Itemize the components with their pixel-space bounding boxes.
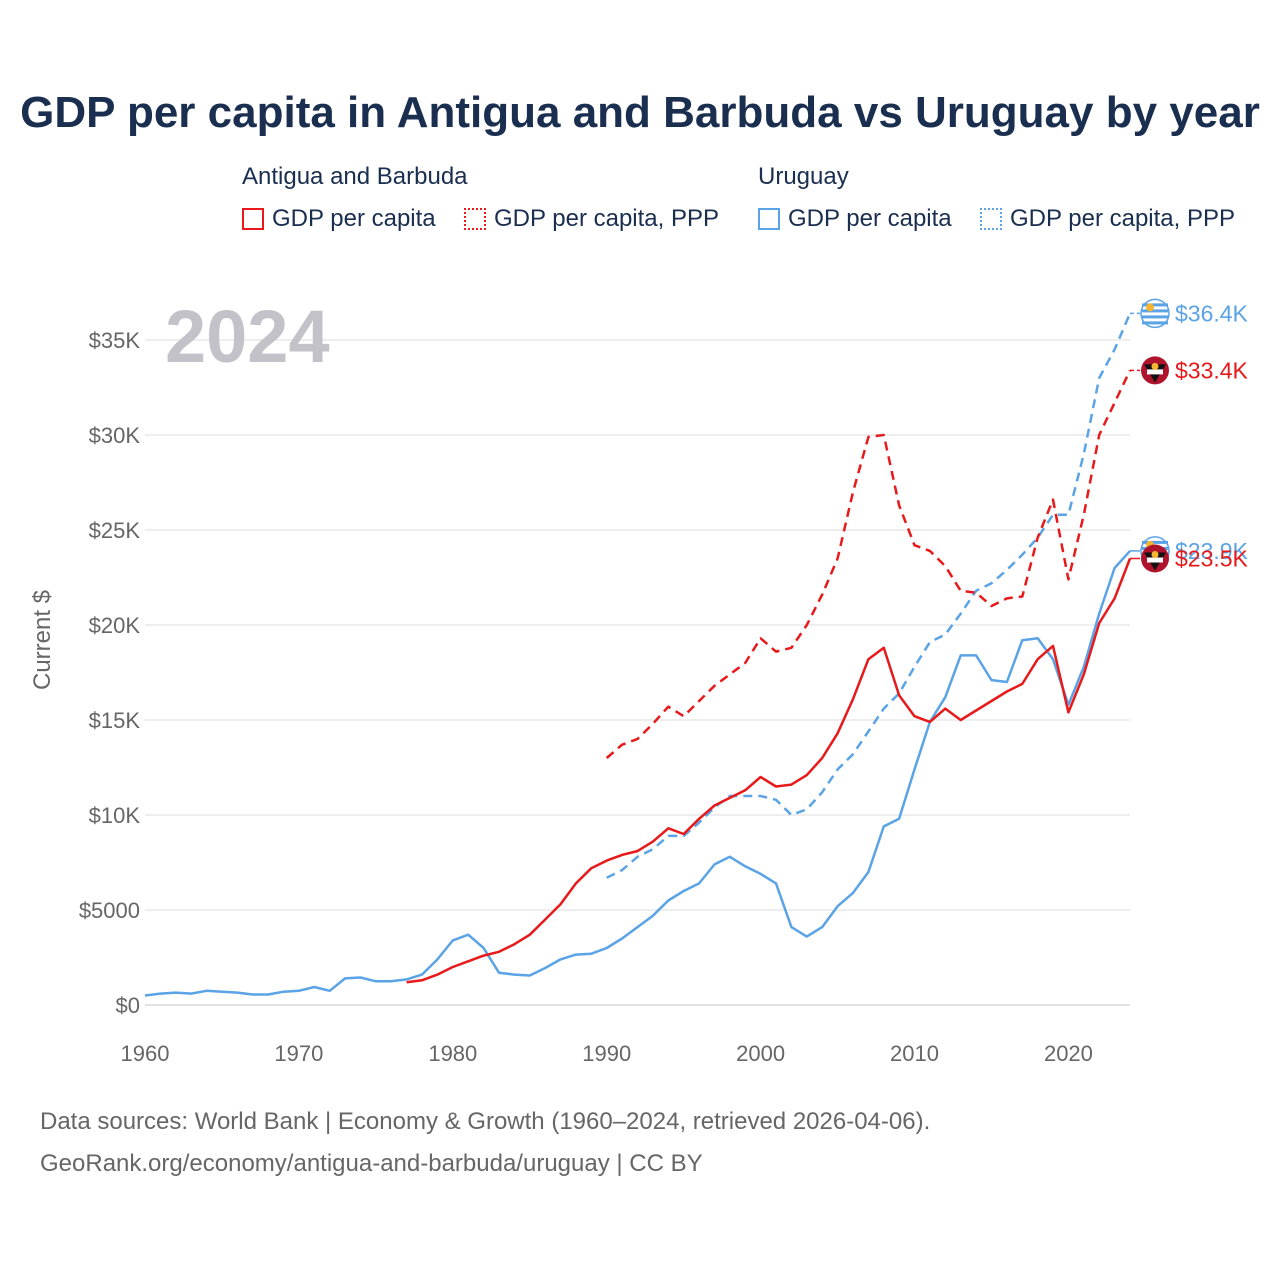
flag-stripe — [1142, 315, 1168, 319]
end-value-label: $23.9K — [1175, 538, 1249, 564]
x-tick-label: 1990 — [582, 1041, 631, 1066]
series-line — [606, 312, 1132, 879]
x-axis-ticks: 1960 1970 1980 1990 2000 2010 2020 — [121, 1041, 1093, 1066]
y-axis-label: Current $ — [29, 590, 56, 690]
y-tick-label: $25K — [89, 518, 141, 543]
y-tick-label: $10K — [89, 803, 141, 828]
antigua-flag-icon — [1141, 356, 1169, 385]
series-lines — [144, 312, 1132, 997]
x-tick-label: 2010 — [890, 1041, 939, 1066]
legend-item-antigua-gdp[interactable]: GDP per capita — [242, 205, 436, 233]
legend-label: GDP per capita, PPP — [494, 205, 719, 232]
x-tick-label: 1980 — [428, 1041, 477, 1066]
x-tick-label: 1970 — [274, 1041, 323, 1066]
chart-title: GDP per capita in Antigua and Barbuda vs… — [20, 88, 1260, 137]
source-line-2[interactable]: GeoRank.org/economy/antigua-and-barbuda/… — [40, 1150, 703, 1177]
flag-stripe — [1142, 309, 1168, 313]
antigua-flag-icon — [1141, 544, 1169, 573]
series-line — [406, 558, 1132, 984]
flag-stripe — [1142, 321, 1168, 325]
legend-item-antigua-ppp[interactable]: GDP per capita, PPP — [464, 205, 719, 233]
legend-swatch-solid-blue — [758, 208, 780, 230]
end-value-label: $33.4K — [1175, 357, 1249, 383]
legend-label: GDP per capita, PPP — [1010, 205, 1235, 232]
legend-item-uruguay-ppp[interactable]: GDP per capita, PPP — [980, 205, 1235, 233]
legend-item-uruguay-gdp[interactable]: GDP per capita — [758, 205, 952, 233]
flag-band — [1147, 369, 1163, 375]
series-line — [144, 550, 1131, 997]
legend-swatch-dotted-blue — [980, 208, 1002, 230]
end-value-label: $23.5K — [1175, 546, 1249, 572]
x-tick-label: 2020 — [1044, 1041, 1093, 1066]
flag-sun — [1151, 362, 1159, 370]
uruguay-flag-icon — [1140, 298, 1170, 329]
flag-stripe — [1142, 540, 1168, 544]
y-axis-ticks: $0 $5000 $10K $15K $20K $25K $30K $35K — [79, 328, 141, 1018]
flag-sun — [1146, 303, 1154, 312]
legend-label: GDP per capita — [272, 205, 436, 232]
y-tick-label: $15K — [89, 708, 141, 733]
end-value-label: $36.4K — [1175, 300, 1249, 326]
legend-label: GDP per capita — [788, 205, 952, 232]
y-tick-label: $20K — [89, 613, 141, 638]
gridlines — [145, 339, 1130, 1006]
legend-swatch-solid-red — [242, 208, 264, 230]
legend-swatch-dotted-red — [464, 208, 486, 230]
flag-band — [1147, 557, 1163, 563]
y-tick-label: $0 — [116, 993, 140, 1018]
source-line-1: Data sources: World Bank | Economy & Gro… — [40, 1108, 931, 1135]
series-line — [605, 369, 1132, 759]
year-watermark: 2024 — [165, 295, 330, 378]
end-labels: $36.4K $33.4K $23.9K$23.5K — [1130, 298, 1249, 573]
x-tick-label: 2000 — [736, 1041, 785, 1066]
flag-stripe — [1142, 303, 1168, 307]
line-chart: 2024 Current $ $0 $5000 $10K $15K $20K $25K $3… — [29, 295, 1249, 1066]
x-tick-label: 1960 — [121, 1041, 170, 1066]
y-tick-label: $30K — [89, 423, 141, 448]
legend-group-antigua: Antigua and Barbuda — [242, 163, 468, 190]
y-tick-label: $5000 — [79, 898, 140, 923]
y-tick-label: $35K — [89, 328, 141, 353]
legend-group-uruguay: Uruguay — [758, 163, 849, 190]
flag-sun — [1151, 551, 1159, 558]
